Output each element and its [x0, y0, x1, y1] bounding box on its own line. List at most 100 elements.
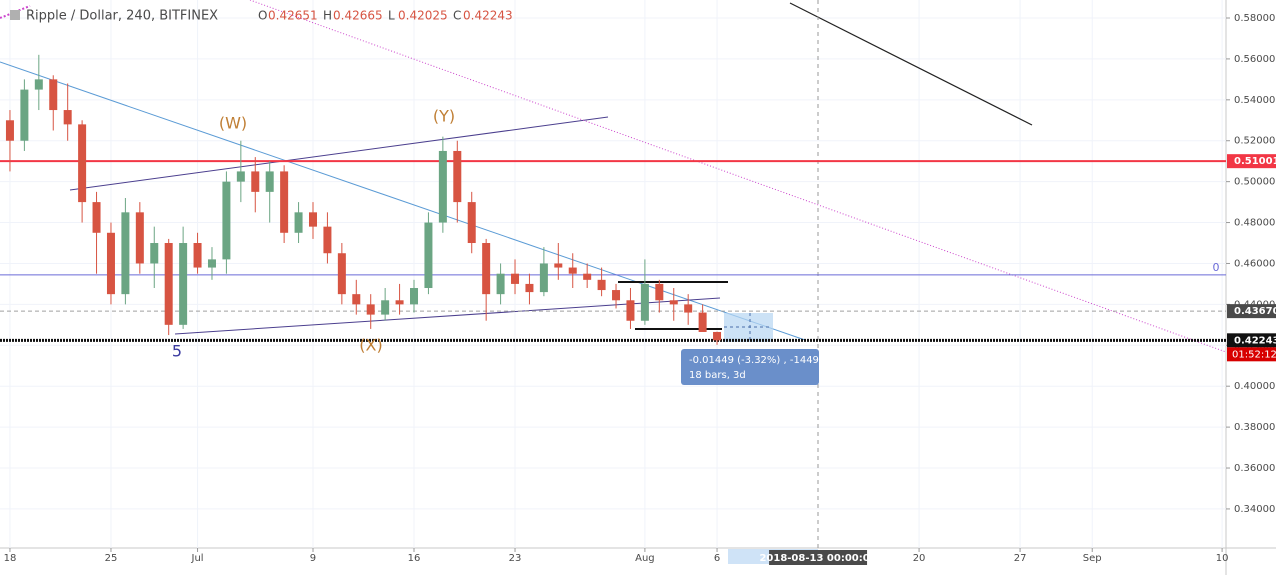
x-tick-label: Sep	[1083, 553, 1102, 564]
candle-body	[640, 283, 649, 321]
candle-body	[410, 288, 419, 305]
candle-body	[49, 79, 58, 111]
candle-body	[496, 273, 505, 295]
x-tick-label: 25	[105, 553, 118, 564]
y-tick-label: 0.38000	[1234, 422, 1275, 433]
crosshair-label-bg	[769, 550, 868, 565]
candle-body	[626, 300, 635, 321]
x-tick-label: 20	[913, 553, 926, 564]
measure-text: 18 bars, 3d	[689, 370, 746, 381]
candle-body	[698, 312, 707, 332]
symbol: Ripple / Dollar, 240, BITFINEX	[26, 9, 218, 24]
wave-label: (Y)	[433, 107, 455, 126]
x-tick-label: 10	[1216, 553, 1229, 564]
candle-body	[135, 212, 144, 264]
x-tick-label: 16	[408, 553, 421, 564]
candle-body	[280, 171, 289, 233]
price-label: 0.43670	[1234, 306, 1276, 317]
countdown: 01:52:12	[1232, 349, 1276, 360]
candle-body	[612, 290, 621, 301]
candle-body	[568, 267, 577, 274]
candle-body	[525, 283, 534, 293]
y-tick-label: 0.40000	[1234, 381, 1275, 392]
candle-body	[713, 331, 722, 341]
candle-body	[236, 171, 245, 182]
header: Ripple / Dollar, 240, BITFINEX O 0.42651 H…	[10, 9, 513, 24]
y-tick-label: 0.50000	[1234, 177, 1275, 188]
candle-body	[150, 243, 159, 264]
ohlc-value: 0.42243	[463, 9, 513, 23]
candle-body	[63, 110, 72, 125]
wave-label: (X)	[359, 336, 382, 355]
candle-body	[222, 181, 231, 260]
candle-body	[669, 300, 678, 305]
y-tick-label: 0.46000	[1234, 258, 1275, 269]
trend-line	[789, 2, 1033, 126]
candle-body	[453, 150, 462, 203]
candle-body	[265, 171, 274, 192]
candle-body	[164, 243, 173, 325]
candle-body	[482, 243, 491, 295]
candle-body	[597, 279, 606, 291]
crosshair-label: 2018-08-13 00:00:00	[759, 553, 876, 564]
candle-body	[207, 259, 216, 268]
x-tick-label: 18	[4, 553, 17, 564]
candle-body	[438, 150, 447, 223]
candle-body	[323, 226, 332, 254]
ohlc-value: 0.42025	[398, 9, 448, 23]
trend-line	[249, 0, 1227, 353]
price-label-bg	[1227, 154, 1276, 169]
ohlc-key: C	[453, 9, 461, 23]
ohlc-key: L	[388, 9, 395, 23]
price-label-bg	[1227, 304, 1276, 319]
candle-body	[34, 79, 43, 90]
candle-body	[121, 212, 130, 295]
x-tick-label: 27	[1014, 553, 1027, 564]
candle-body	[251, 171, 260, 192]
y-tick-label: 0.54000	[1234, 95, 1275, 106]
symbol-icon	[10, 10, 20, 20]
candle-body	[106, 232, 115, 295]
measure-text: -0.01449 (-3.32%) , -1449	[689, 355, 819, 366]
measure-tooltip	[681, 349, 819, 385]
y-tick-label: 0.36000	[1234, 463, 1275, 474]
candle-body	[395, 300, 404, 305]
candle-body	[554, 263, 563, 268]
ohlc-value: 0.42651	[268, 9, 318, 23]
candle-body	[193, 243, 202, 268]
candle-body	[583, 273, 592, 280]
wave-label: 5	[172, 342, 182, 361]
price-label-bg	[1227, 333, 1276, 348]
ohlc-key: H	[323, 9, 332, 23]
candle-body	[424, 222, 433, 289]
candle-body	[381, 300, 390, 315]
trend-line	[69, 116, 609, 191]
y-tick-label: 0.58000	[1234, 13, 1275, 24]
candle-body	[179, 243, 188, 325]
ohlc-key: O	[258, 9, 267, 23]
level-label: 0	[1213, 261, 1220, 274]
x-tick-label: 23	[509, 553, 522, 564]
x-tick-label: Jul	[191, 553, 204, 564]
ohlc-value: 0.42665	[333, 9, 383, 23]
candle-body	[655, 283, 664, 301]
candle-body	[78, 124, 87, 203]
price-label: 0.42243	[1234, 335, 1276, 346]
candle-body	[308, 212, 317, 227]
candle-body	[294, 212, 303, 233]
candle-body	[352, 294, 361, 305]
y-tick-label: 0.56000	[1234, 54, 1275, 65]
candle-body	[467, 202, 476, 244]
wave-label: (W)	[219, 114, 247, 133]
y-tick-label: 0.52000	[1234, 136, 1275, 147]
x-tick-label: Aug	[635, 553, 655, 564]
candle-body	[366, 304, 375, 315]
candle-body	[337, 253, 346, 295]
y-tick-label: 0.48000	[1234, 218, 1275, 229]
candle-body	[92, 202, 101, 233]
candle-body	[20, 89, 29, 141]
y-tick-label: 0.34000	[1234, 504, 1275, 515]
price-label: 0.51001	[1234, 156, 1276, 167]
